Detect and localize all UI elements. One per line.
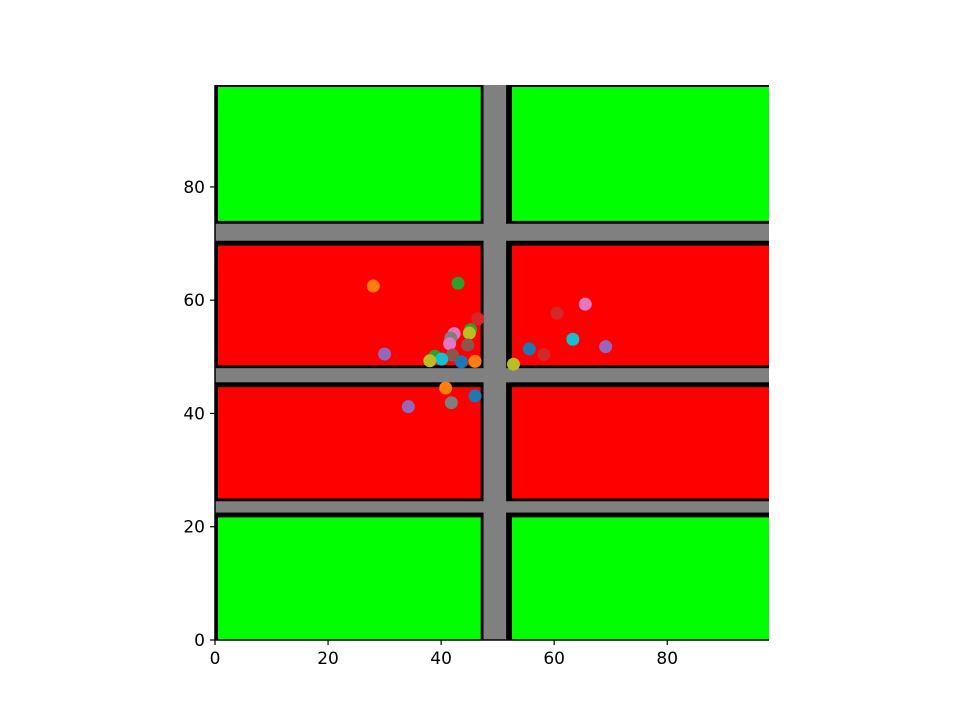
x-tick-label: 60 <box>543 649 565 669</box>
block-upper-mid-right <box>511 245 769 366</box>
block-top-left <box>218 87 481 221</box>
x-tick-label: 40 <box>430 649 452 669</box>
axes: 0 20 40 60 80 0 20 40 60 80 <box>183 85 769 669</box>
road-horizontal-bottom <box>215 501 769 513</box>
roads <box>215 85 769 640</box>
scatter-point <box>462 326 476 340</box>
block-top-right <box>511 87 769 221</box>
block-upper-mid-left <box>218 245 481 366</box>
road-horizontal-top <box>215 223 769 241</box>
background-regions <box>218 87 769 640</box>
scatter-point <box>451 276 465 290</box>
scatter-points <box>366 276 613 414</box>
y-tick-label: 0 <box>194 631 205 651</box>
x-tick-label: 20 <box>317 649 339 669</box>
block-lower-mid-right <box>511 387 769 499</box>
plot-area <box>215 85 769 640</box>
x-axis-ticks: 0 20 40 60 80 <box>210 640 678 669</box>
scatter-point <box>468 354 482 368</box>
scatter-point <box>443 337 457 351</box>
y-tick-label: 40 <box>183 404 205 424</box>
scatter-point <box>401 400 415 414</box>
scatter-point <box>468 389 482 403</box>
scatter-point <box>435 352 449 366</box>
scatter-point <box>471 312 485 326</box>
scatter-point <box>445 348 459 362</box>
scatter-point <box>599 340 613 354</box>
scatter-point <box>522 342 536 356</box>
scatter-point <box>566 332 580 346</box>
y-tick-label: 80 <box>183 178 205 198</box>
x-tick-label: 0 <box>210 649 221 669</box>
scatter-point <box>550 306 564 320</box>
scatter-point <box>537 348 551 362</box>
scatter-point <box>506 357 520 371</box>
road-horizontal-middle <box>215 368 769 383</box>
road-vertical <box>483 85 507 640</box>
scatter-point <box>378 347 392 361</box>
block-bottom-left <box>218 517 481 640</box>
block-bottom-right <box>511 517 769 640</box>
scatter-point <box>461 338 475 352</box>
block-lower-mid-left <box>218 387 481 499</box>
scatter-point <box>578 297 592 311</box>
y-tick-label: 60 <box>183 291 205 311</box>
scatter-point <box>439 381 453 395</box>
y-tick-label: 20 <box>183 518 205 538</box>
scatter-point <box>454 355 468 369</box>
scatter-point <box>423 354 437 368</box>
x-tick-label: 80 <box>656 649 678 669</box>
y-axis-ticks: 0 20 40 60 80 <box>183 178 215 651</box>
scatter-point <box>444 396 458 410</box>
scatter-point <box>366 279 380 293</box>
